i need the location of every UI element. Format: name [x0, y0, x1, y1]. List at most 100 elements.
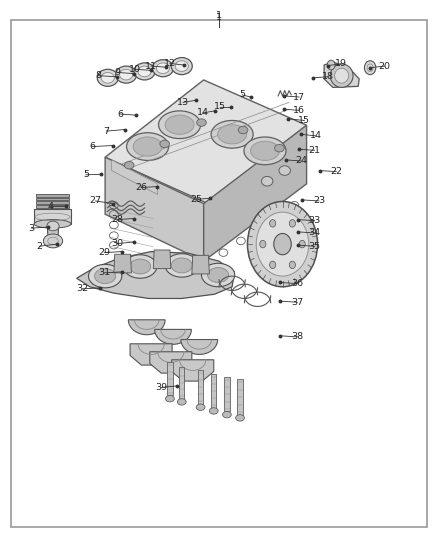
Text: 8: 8 [95, 71, 102, 80]
Text: 3: 3 [28, 224, 35, 232]
Ellipse shape [165, 254, 198, 277]
Text: 12: 12 [164, 59, 176, 68]
Ellipse shape [223, 411, 231, 418]
Ellipse shape [34, 220, 71, 228]
Polygon shape [150, 352, 192, 373]
Text: 33: 33 [308, 216, 321, 225]
Polygon shape [34, 209, 71, 224]
Ellipse shape [208, 268, 229, 282]
Ellipse shape [197, 119, 206, 126]
Ellipse shape [260, 240, 266, 248]
Polygon shape [47, 225, 59, 243]
Polygon shape [224, 377, 230, 411]
Ellipse shape [274, 233, 291, 255]
Text: 29: 29 [98, 248, 110, 257]
Ellipse shape [196, 404, 205, 410]
Polygon shape [237, 379, 243, 415]
Text: 6: 6 [89, 142, 95, 151]
Ellipse shape [159, 111, 201, 139]
Text: 30: 30 [111, 239, 124, 248]
Ellipse shape [166, 395, 174, 402]
Text: 13: 13 [177, 98, 189, 107]
Text: 35: 35 [308, 242, 321, 251]
Polygon shape [155, 329, 191, 344]
Text: 39: 39 [155, 383, 167, 392]
Ellipse shape [275, 144, 284, 152]
Polygon shape [36, 201, 69, 204]
Text: 10: 10 [129, 65, 141, 74]
Ellipse shape [47, 221, 59, 231]
Text: 21: 21 [308, 146, 321, 155]
Ellipse shape [88, 264, 122, 288]
Ellipse shape [270, 220, 276, 227]
Text: 23: 23 [313, 197, 325, 205]
Text: 14: 14 [197, 109, 209, 117]
Text: 36: 36 [291, 279, 303, 288]
Ellipse shape [152, 60, 173, 77]
Ellipse shape [116, 66, 137, 83]
Ellipse shape [177, 399, 186, 405]
Ellipse shape [120, 69, 133, 80]
Polygon shape [128, 320, 165, 335]
Text: 28: 28 [111, 215, 124, 224]
Text: 22: 22 [330, 167, 343, 176]
Text: 32: 32 [76, 285, 88, 293]
Ellipse shape [95, 269, 116, 284]
Polygon shape [112, 160, 158, 195]
Ellipse shape [201, 263, 235, 287]
Text: 1: 1 [216, 12, 222, 20]
Ellipse shape [134, 63, 155, 80]
Ellipse shape [270, 261, 276, 269]
Ellipse shape [138, 66, 151, 77]
Ellipse shape [165, 115, 194, 134]
Ellipse shape [171, 58, 192, 75]
Ellipse shape [236, 415, 244, 421]
Ellipse shape [130, 259, 151, 274]
Polygon shape [198, 370, 203, 404]
Ellipse shape [299, 240, 305, 248]
Ellipse shape [156, 63, 170, 74]
Ellipse shape [133, 137, 162, 156]
Ellipse shape [127, 133, 169, 160]
Text: 15: 15 [214, 102, 226, 111]
Ellipse shape [256, 212, 309, 276]
Ellipse shape [335, 68, 349, 83]
Text: 17: 17 [293, 93, 305, 101]
Ellipse shape [171, 258, 192, 273]
Ellipse shape [175, 61, 188, 71]
Text: 16: 16 [293, 106, 305, 115]
Polygon shape [105, 157, 204, 261]
Text: 27: 27 [89, 197, 102, 205]
Ellipse shape [101, 72, 114, 83]
Polygon shape [114, 254, 131, 273]
Polygon shape [192, 255, 209, 274]
Ellipse shape [97, 69, 118, 86]
Ellipse shape [211, 120, 253, 148]
Ellipse shape [290, 220, 295, 227]
Polygon shape [211, 374, 216, 408]
Ellipse shape [247, 201, 318, 287]
Ellipse shape [218, 125, 247, 144]
Polygon shape [36, 198, 69, 200]
Text: 38: 38 [291, 333, 303, 341]
Text: 34: 34 [308, 229, 321, 237]
Text: 7: 7 [103, 127, 110, 135]
Text: 19: 19 [335, 60, 347, 68]
Polygon shape [36, 194, 69, 197]
Text: 5: 5 [83, 171, 89, 179]
Ellipse shape [290, 261, 295, 269]
Text: 18: 18 [321, 72, 334, 81]
Ellipse shape [160, 140, 170, 148]
Text: 1: 1 [216, 13, 222, 21]
Ellipse shape [279, 166, 290, 175]
Text: 5: 5 [239, 91, 245, 99]
Text: 9: 9 [114, 68, 120, 77]
Text: 14: 14 [310, 132, 322, 140]
Polygon shape [130, 344, 172, 365]
Text: 6: 6 [117, 110, 124, 118]
Text: 37: 37 [291, 298, 303, 306]
Polygon shape [105, 80, 307, 204]
Ellipse shape [364, 61, 376, 75]
Ellipse shape [238, 126, 248, 134]
Text: 20: 20 [378, 62, 391, 70]
